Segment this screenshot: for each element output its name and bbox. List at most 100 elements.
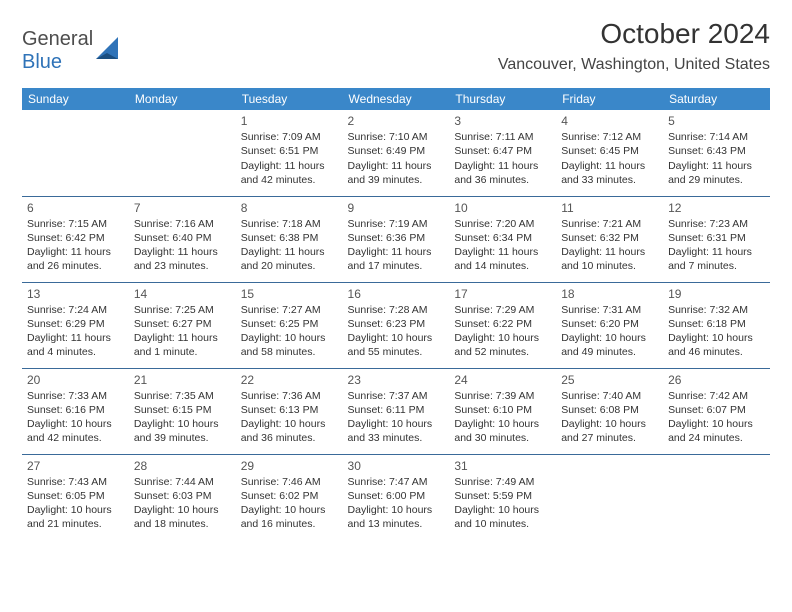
calendar-cell: 26Sunrise: 7:42 AMSunset: 6:07 PMDayligh… [663,368,770,454]
cell-daylight2: and 39 minutes. [348,173,445,187]
calendar-cell: 17Sunrise: 7:29 AMSunset: 6:22 PMDayligh… [449,282,556,368]
cell-daylight2: and 46 minutes. [668,345,765,359]
cell-sunrise: Sunrise: 7:40 AM [561,389,658,403]
cell-sunrise: Sunrise: 7:11 AM [454,130,551,144]
calendar-week-row: 20Sunrise: 7:33 AMSunset: 6:16 PMDayligh… [22,368,770,454]
calendar-cell: 16Sunrise: 7:28 AMSunset: 6:23 PMDayligh… [343,282,450,368]
cell-daylight2: and 30 minutes. [454,431,551,445]
cell-daylight1: Daylight: 11 hours [561,159,658,173]
calendar-cell: 23Sunrise: 7:37 AMSunset: 6:11 PMDayligh… [343,368,450,454]
cell-daylight2: and 10 minutes. [561,259,658,273]
calendar-cell: 22Sunrise: 7:36 AMSunset: 6:13 PMDayligh… [236,368,343,454]
day-header: Wednesday [343,88,450,110]
cell-sunset: Sunset: 6:11 PM [348,403,445,417]
calendar-cell [556,454,663,540]
cell-sunset: Sunset: 6:15 PM [134,403,231,417]
cell-sunset: Sunset: 6:02 PM [241,489,338,503]
cell-sunrise: Sunrise: 7:46 AM [241,475,338,489]
calendar-cell: 9Sunrise: 7:19 AMSunset: 6:36 PMDaylight… [343,196,450,282]
day-header: Tuesday [236,88,343,110]
page-title: October 2024 [498,18,770,50]
cell-daylight1: Daylight: 11 hours [241,245,338,259]
cell-daylight1: Daylight: 11 hours [27,331,124,345]
day-number: 2 [348,113,445,129]
cell-daylight1: Daylight: 10 hours [241,417,338,431]
day-number: 21 [134,372,231,388]
calendar-cell: 1Sunrise: 7:09 AMSunset: 6:51 PMDaylight… [236,110,343,196]
calendar-cell [129,110,236,196]
calendar-cell: 28Sunrise: 7:44 AMSunset: 6:03 PMDayligh… [129,454,236,540]
cell-daylight1: Daylight: 10 hours [454,417,551,431]
cell-daylight2: and 42 minutes. [241,173,338,187]
calendar-cell: 31Sunrise: 7:49 AMSunset: 5:59 PMDayligh… [449,454,556,540]
cell-sunset: Sunset: 6:49 PM [348,144,445,158]
cell-daylight1: Daylight: 10 hours [241,331,338,345]
calendar-cell: 20Sunrise: 7:33 AMSunset: 6:16 PMDayligh… [22,368,129,454]
cell-sunrise: Sunrise: 7:33 AM [27,389,124,403]
day-number: 12 [668,200,765,216]
day-number: 26 [668,372,765,388]
day-number: 1 [241,113,338,129]
cell-sunrise: Sunrise: 7:10 AM [348,130,445,144]
day-header: Friday [556,88,663,110]
cell-daylight1: Daylight: 10 hours [348,331,445,345]
cell-daylight1: Daylight: 11 hours [348,159,445,173]
cell-sunset: Sunset: 6:20 PM [561,317,658,331]
calendar-table: Sunday Monday Tuesday Wednesday Thursday… [22,88,770,540]
cell-sunset: Sunset: 6:00 PM [348,489,445,503]
cell-sunset: Sunset: 6:18 PM [668,317,765,331]
day-number: 20 [27,372,124,388]
cell-daylight2: and 33 minutes. [348,431,445,445]
cell-sunset: Sunset: 5:59 PM [454,489,551,503]
cell-sunset: Sunset: 6:05 PM [27,489,124,503]
day-number: 31 [454,458,551,474]
day-number: 27 [27,458,124,474]
cell-sunrise: Sunrise: 7:19 AM [348,217,445,231]
day-number: 5 [668,113,765,129]
brand-name-part2: Blue [22,51,62,73]
cell-daylight1: Daylight: 10 hours [134,417,231,431]
calendar-cell: 10Sunrise: 7:20 AMSunset: 6:34 PMDayligh… [449,196,556,282]
cell-sunset: Sunset: 6:08 PM [561,403,658,417]
cell-sunset: Sunset: 6:25 PM [241,317,338,331]
cell-daylight2: and 7 minutes. [668,259,765,273]
calendar-cell: 6Sunrise: 7:15 AMSunset: 6:42 PMDaylight… [22,196,129,282]
cell-daylight2: and 42 minutes. [27,431,124,445]
cell-daylight2: and 17 minutes. [348,259,445,273]
cell-sunset: Sunset: 6:13 PM [241,403,338,417]
cell-sunrise: Sunrise: 7:12 AM [561,130,658,144]
title-block: October 2024 Vancouver, Washington, Unit… [498,18,770,74]
cell-sunrise: Sunrise: 7:47 AM [348,475,445,489]
brand-name: General Blue [22,28,93,74]
cell-sunrise: Sunrise: 7:32 AM [668,303,765,317]
cell-daylight1: Daylight: 11 hours [454,245,551,259]
calendar-cell: 21Sunrise: 7:35 AMSunset: 6:15 PMDayligh… [129,368,236,454]
day-number: 18 [561,286,658,302]
cell-sunset: Sunset: 6:32 PM [561,231,658,245]
cell-daylight2: and 21 minutes. [27,517,124,531]
cell-sunset: Sunset: 6:51 PM [241,144,338,158]
cell-daylight2: and 49 minutes. [561,345,658,359]
cell-sunrise: Sunrise: 7:49 AM [454,475,551,489]
calendar-week-row: 27Sunrise: 7:43 AMSunset: 6:05 PMDayligh… [22,454,770,540]
day-number: 7 [134,200,231,216]
cell-sunrise: Sunrise: 7:36 AM [241,389,338,403]
cell-daylight1: Daylight: 11 hours [668,159,765,173]
cell-daylight1: Daylight: 10 hours [454,331,551,345]
cell-daylight2: and 4 minutes. [27,345,124,359]
calendar-body: 1Sunrise: 7:09 AMSunset: 6:51 PMDaylight… [22,110,770,540]
calendar-cell: 27Sunrise: 7:43 AMSunset: 6:05 PMDayligh… [22,454,129,540]
calendar-week-row: 13Sunrise: 7:24 AMSunset: 6:29 PMDayligh… [22,282,770,368]
cell-sunrise: Sunrise: 7:27 AM [241,303,338,317]
cell-sunset: Sunset: 6:22 PM [454,317,551,331]
cell-daylight1: Daylight: 11 hours [348,245,445,259]
cell-sunset: Sunset: 6:40 PM [134,231,231,245]
cell-daylight1: Daylight: 11 hours [561,245,658,259]
header: General Blue October 2024 Vancouver, Was… [22,18,770,74]
calendar-cell: 15Sunrise: 7:27 AMSunset: 6:25 PMDayligh… [236,282,343,368]
day-number: 10 [454,200,551,216]
calendar-week-row: 1Sunrise: 7:09 AMSunset: 6:51 PMDaylight… [22,110,770,196]
calendar-cell: 7Sunrise: 7:16 AMSunset: 6:40 PMDaylight… [129,196,236,282]
cell-sunrise: Sunrise: 7:28 AM [348,303,445,317]
cell-daylight2: and 14 minutes. [454,259,551,273]
